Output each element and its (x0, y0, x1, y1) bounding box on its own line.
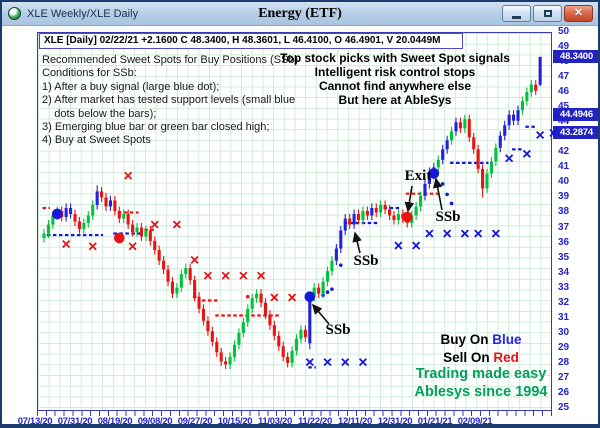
conditions-line: Recommended Sweet Spots for Buy Position… (42, 54, 299, 66)
window-title: XLE Weekly/XLE Daily (27, 7, 139, 20)
date-tick-label: 12/11/20 (337, 416, 373, 427)
page-title: Energy (ETF) (258, 6, 342, 21)
price-tick-label: 44 (558, 116, 570, 128)
price-tick-label: 46 (558, 86, 570, 98)
conditions-line: 4) Buy at Sweet Spots (42, 134, 151, 147)
date-tick-label: 10/15/20 (217, 416, 253, 427)
price-tick-label: 47 (558, 71, 570, 83)
marketing-line: Intelligent risk control stops (314, 65, 476, 79)
price-tick-label: 37 (558, 221, 570, 233)
marketing-line: Cannot find anywhere else (318, 79, 472, 93)
price-tick-label: 35 (558, 251, 570, 263)
price-tick-label: 39 (558, 191, 570, 203)
date-tick-label: 12/31/20 (377, 416, 413, 427)
price-tick-label: 36 (558, 236, 570, 248)
app-icon (8, 7, 21, 20)
date-tick-label: 11/03/20 (257, 416, 293, 427)
highlighted-price-chip: 44.4946 (553, 108, 598, 122)
date-axis-ticks (37, 411, 552, 416)
conditions-line: 1) After a buy signal (large blue dot); (42, 80, 220, 93)
close-button[interactable]: ✕ (564, 5, 593, 22)
price-tick-label: 34 (558, 266, 570, 278)
sell-on-red-line: Sell On Red (443, 349, 519, 365)
highlighted-price-chip: 48.3400 (553, 50, 598, 64)
price-tick-label: 41 (558, 161, 570, 173)
restore-button[interactable] (533, 5, 562, 22)
price-tick-label: 27 (558, 371, 570, 383)
trading-made-easy-line: Trading made easy (415, 366, 547, 382)
promo-text: Buy On Blue Sell On Red Trading made eas… (406, 331, 556, 401)
quote-info-bar: XLE [Daily] 02/22/21 +2.1600 C 48.3400, … (39, 33, 463, 49)
price-tick-label: 32 (558, 296, 570, 308)
price-tick-label: 38 (558, 206, 570, 218)
ablesys-since-line: Ablesys since 1994 (414, 383, 548, 400)
price-tick-label: 40 (558, 176, 570, 188)
marketing-line: Top stock picks with Sweet Spot signals (280, 51, 510, 65)
price-tick-label: 31 (558, 311, 570, 323)
price-tick-label: 26 (558, 386, 570, 398)
price-tick-label: 28 (558, 356, 570, 368)
window-controls: ✕ (502, 5, 593, 22)
date-tick-label: 07/13/20 (17, 416, 53, 427)
date-tick-label: 07/31/20 (57, 416, 93, 427)
price-tick-label: 50 (558, 26, 570, 37)
date-tick-label: 09/27/20 (177, 416, 213, 427)
date-tick-label: 02/09/21 (457, 416, 493, 427)
date-tick-label: 08/19/20 (97, 416, 133, 427)
date-tick-label: 11/22/20 (297, 416, 333, 427)
buy-on-blue-line: Buy On Blue (440, 332, 522, 347)
minimize-button[interactable] (502, 5, 531, 22)
conditions-line: 2) After market has tested support level… (42, 94, 296, 107)
date-tick-label: 09/08/20 (137, 416, 173, 427)
marketing-line: But here at AbleSys (338, 93, 452, 107)
highlighted-price-chip: 43.2874 (553, 126, 598, 140)
close-icon: ✕ (573, 7, 584, 19)
conditions-text: Recommended Sweet Spots for Buy Position… (42, 54, 298, 148)
price-tick-label: 33 (558, 281, 570, 293)
price-tick-label: 49 (558, 41, 570, 53)
conditions-line: Conditions for SSb: (42, 67, 137, 80)
title-bar: XLE Weekly/XLE Daily Energy (ETF) ✕ (2, 2, 598, 26)
minimize-icon (512, 15, 521, 19)
marketing-text: Top stock picks with Sweet Spot signals I… (280, 51, 510, 107)
conditions-line: dots below the bars); (42, 107, 157, 120)
price-tick-label: 29 (558, 341, 570, 353)
restore-icon (543, 10, 552, 17)
price-tick-label: 45 (558, 101, 570, 113)
price-tick-label: 25 (558, 402, 570, 413)
date-tick-label: 01/21/21 (417, 416, 453, 427)
price-tick-label: 30 (558, 326, 570, 338)
price-tick-label: 42 (558, 146, 570, 158)
conditions-line: 3) Emerging blue bar or green bar closed… (42, 121, 270, 134)
